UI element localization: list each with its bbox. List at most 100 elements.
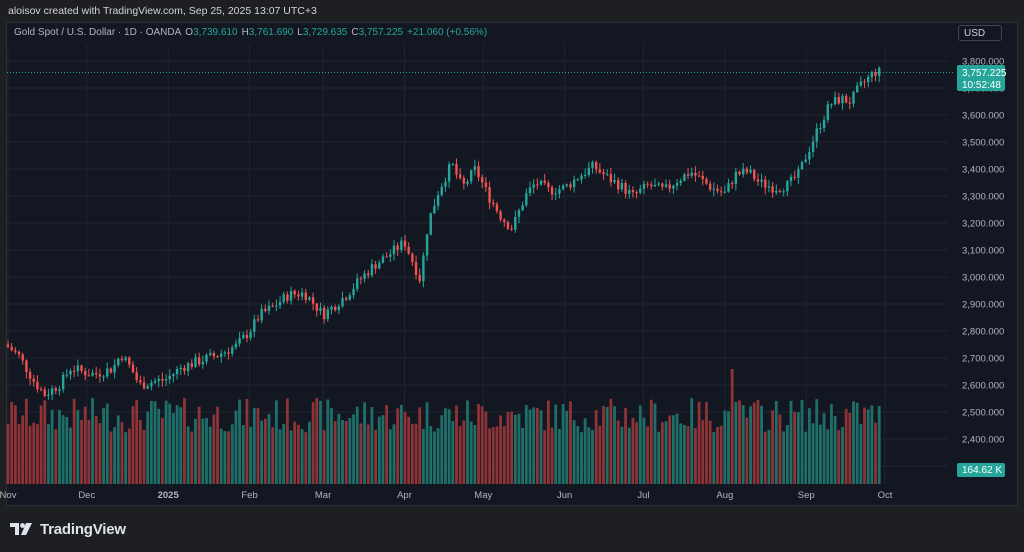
candle-body — [245, 334, 249, 338]
volume-bar — [558, 428, 561, 484]
volume-bar — [72, 398, 76, 484]
candle-body — [730, 183, 734, 185]
volume-bar — [455, 405, 458, 484]
volume-bar — [594, 410, 598, 484]
volume-bar — [830, 404, 833, 484]
candle-body — [190, 363, 194, 367]
volume-bar — [234, 410, 238, 484]
candle-body — [859, 81, 863, 86]
volume-bar — [160, 417, 164, 484]
candle-body — [363, 273, 366, 279]
candle-body — [617, 180, 620, 190]
volume-bars — [6, 369, 881, 484]
candle-body — [227, 352, 230, 354]
candle-body — [194, 357, 197, 367]
candle-body — [333, 306, 337, 311]
candle-body — [852, 92, 855, 104]
volume-bar — [480, 406, 484, 484]
candle-body — [208, 353, 212, 355]
volume-bar — [94, 416, 98, 484]
candle-body — [183, 367, 186, 372]
candle-body — [863, 81, 866, 83]
time-tick-label: 2025 — [158, 490, 180, 501]
candle-body — [311, 297, 315, 304]
candle-body — [473, 166, 477, 171]
volume-bar — [333, 421, 337, 484]
brand-name[interactable]: TradingView — [40, 520, 126, 538]
volume-bar — [679, 423, 683, 484]
volume-bar — [388, 429, 392, 484]
candle-body — [429, 213, 432, 235]
volume-bar — [580, 432, 583, 484]
volume-bar — [319, 400, 322, 484]
candle-body — [572, 179, 576, 188]
volume-bar — [462, 420, 466, 484]
candle-body — [554, 193, 557, 195]
volume-bar — [620, 426, 624, 484]
candle-body — [150, 382, 153, 387]
candle-body — [17, 351, 21, 355]
candle-body — [848, 102, 852, 104]
volume-bar — [660, 422, 664, 484]
open-label: O — [185, 27, 194, 38]
volume-bar — [844, 408, 848, 484]
volume-bar — [473, 425, 477, 484]
candle-body — [775, 190, 778, 193]
candle-body — [400, 240, 403, 250]
candle-body — [822, 119, 826, 129]
volume-bar — [102, 408, 105, 484]
volume-bar — [304, 432, 308, 484]
volume-bar — [433, 431, 436, 484]
volume-bar — [469, 421, 473, 484]
candle-body — [481, 177, 484, 183]
candle-body — [98, 374, 102, 377]
volume-bar — [539, 410, 543, 484]
volume-bar — [708, 420, 712, 484]
volume-bar — [488, 428, 491, 484]
price-tick-label: 3,100.000 — [962, 246, 1004, 257]
candle-body — [745, 168, 749, 173]
volume-bar — [763, 431, 767, 484]
volume-bar — [142, 429, 146, 484]
candle-body — [83, 370, 87, 376]
volume-bar — [789, 400, 793, 484]
candle-body — [469, 170, 473, 182]
time-tick-label: Mar — [315, 490, 331, 501]
volume-bar — [274, 400, 278, 484]
volume-bar — [205, 417, 208, 484]
candle-body — [793, 176, 796, 178]
volume-bar — [694, 428, 697, 484]
candle-body — [580, 175, 583, 180]
volume-bar — [80, 419, 83, 484]
candle-body — [697, 175, 701, 177]
candle-body — [234, 343, 238, 348]
volume-bar — [734, 401, 738, 484]
volume-bar — [738, 400, 741, 484]
candle-body — [451, 163, 455, 165]
candle-body — [811, 141, 815, 152]
candle-body — [128, 357, 131, 365]
close-label: C — [351, 27, 359, 38]
candle-body — [528, 187, 532, 194]
volume-bar — [466, 400, 469, 484]
currency-button[interactable]: USD — [958, 25, 1002, 41]
volume-bar — [664, 421, 668, 484]
candle-body — [297, 294, 300, 297]
volume-bar — [414, 423, 418, 484]
candle-body — [855, 85, 859, 93]
candle-body — [734, 171, 738, 184]
volume-bar — [458, 426, 462, 484]
candle-body — [385, 256, 388, 258]
time-tick-label: Sep — [798, 490, 815, 501]
symbol-title[interactable]: Gold Spot / U.S. Dollar · 1D · OANDA — [14, 27, 182, 38]
candle-body — [539, 180, 543, 185]
volume-bar — [311, 402, 315, 484]
candle-body — [139, 380, 142, 383]
candle-body — [609, 174, 613, 183]
volume-bar — [260, 420, 264, 484]
candle-body — [315, 303, 318, 311]
volume-bar — [153, 401, 157, 484]
volume-bar — [569, 401, 572, 484]
candle-body — [591, 161, 594, 168]
